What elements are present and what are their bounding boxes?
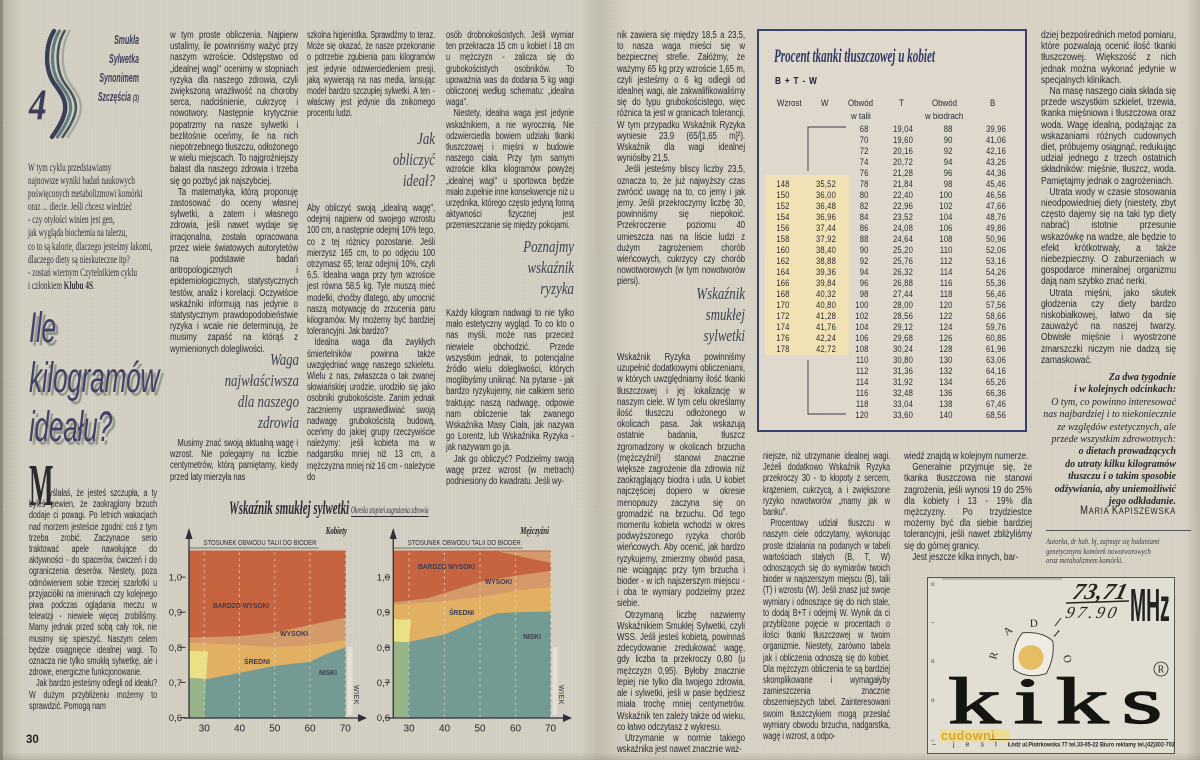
svg-text:1,0: 1,0 bbox=[169, 573, 182, 584]
svg-text:Łódź ul.Piotrkowska 77 tel.33-: Łódź ul.Piotrkowska 77 tel.33-05-22 Biur… bbox=[1008, 742, 1175, 749]
svg-text:50: 50 bbox=[269, 724, 281, 735]
svg-text:60: 60 bbox=[510, 724, 522, 735]
svg-text:A: A bbox=[1001, 624, 1015, 638]
svg-text:–: – bbox=[932, 742, 936, 749]
svg-text:ŚREDNI: ŚREDNI bbox=[244, 657, 270, 666]
svg-text:NISKI: NISKI bbox=[523, 632, 541, 641]
svg-text:–: – bbox=[931, 737, 935, 744]
svg-text:WIEK: WIEK bbox=[557, 685, 564, 705]
svg-text:R: R bbox=[1158, 665, 1165, 676]
svg-text:WIEK: WIEK bbox=[352, 685, 359, 705]
svg-text:R: R bbox=[987, 650, 1001, 661]
svg-text:STOSUNEK OBWODU TALII DO BIODE: STOSUNEK OBWODU TALII DO BIODER bbox=[204, 540, 317, 547]
svg-text:4: 4 bbox=[28, 81, 47, 129]
svg-text:30: 30 bbox=[403, 724, 415, 735]
svg-text:BARDZO WYSOKI: BARDZO WYSOKI bbox=[418, 562, 475, 571]
svg-text:50: 50 bbox=[474, 724, 486, 735]
svg-text:60: 60 bbox=[304, 724, 316, 735]
svg-text:70: 70 bbox=[545, 724, 557, 735]
svg-text:30: 30 bbox=[199, 724, 211, 735]
svg-text:ŚREDNI: ŚREDNI bbox=[449, 608, 474, 617]
svg-text:o: o bbox=[931, 581, 935, 588]
svg-text:–: – bbox=[931, 619, 935, 626]
svg-text:0,6: 0,6 bbox=[169, 713, 182, 724]
svg-text:0,6: 0,6 bbox=[377, 713, 390, 724]
svg-text:O: O bbox=[1060, 654, 1074, 665]
svg-text:NISKI: NISKI bbox=[319, 668, 337, 677]
svg-text:1,0: 1,0 bbox=[377, 573, 390, 584]
svg-text:0,7: 0,7 bbox=[377, 678, 390, 689]
svg-text:D: D bbox=[1030, 618, 1039, 630]
svg-text:STOSUNEK OBWODU TALII DO BIODE: STOSUNEK OBWODU TALII DO BIODER bbox=[408, 540, 521, 547]
svg-text:I: I bbox=[1051, 628, 1062, 640]
svg-text:kiks: kiks bbox=[948, 665, 1175, 738]
svg-text:97.90: 97.90 bbox=[1064, 603, 1122, 622]
svg-text:70: 70 bbox=[340, 724, 352, 735]
svg-text:WYSOKI: WYSOKI bbox=[485, 577, 512, 586]
svg-text:jest: jest bbox=[952, 742, 1008, 749]
svg-text:40: 40 bbox=[234, 724, 246, 735]
svg-text:cudowni: cudowni bbox=[941, 729, 995, 743]
svg-text:MHz: MHz bbox=[1130, 581, 1170, 632]
svg-text:40: 40 bbox=[439, 724, 451, 735]
svg-text:0,9: 0,9 bbox=[377, 608, 390, 619]
svg-text:0,9: 0,9 bbox=[169, 608, 182, 619]
svg-text:BARDZO WYSOKI: BARDZO WYSOKI bbox=[213, 601, 269, 610]
svg-text:0,7: 0,7 bbox=[169, 678, 182, 689]
svg-text:0,8: 0,8 bbox=[169, 643, 182, 654]
svg-text:WYSOKI: WYSOKI bbox=[280, 629, 308, 638]
svg-text:o: o bbox=[931, 658, 935, 665]
svg-text:o: o bbox=[931, 697, 935, 704]
svg-text:0,8: 0,8 bbox=[377, 643, 390, 654]
